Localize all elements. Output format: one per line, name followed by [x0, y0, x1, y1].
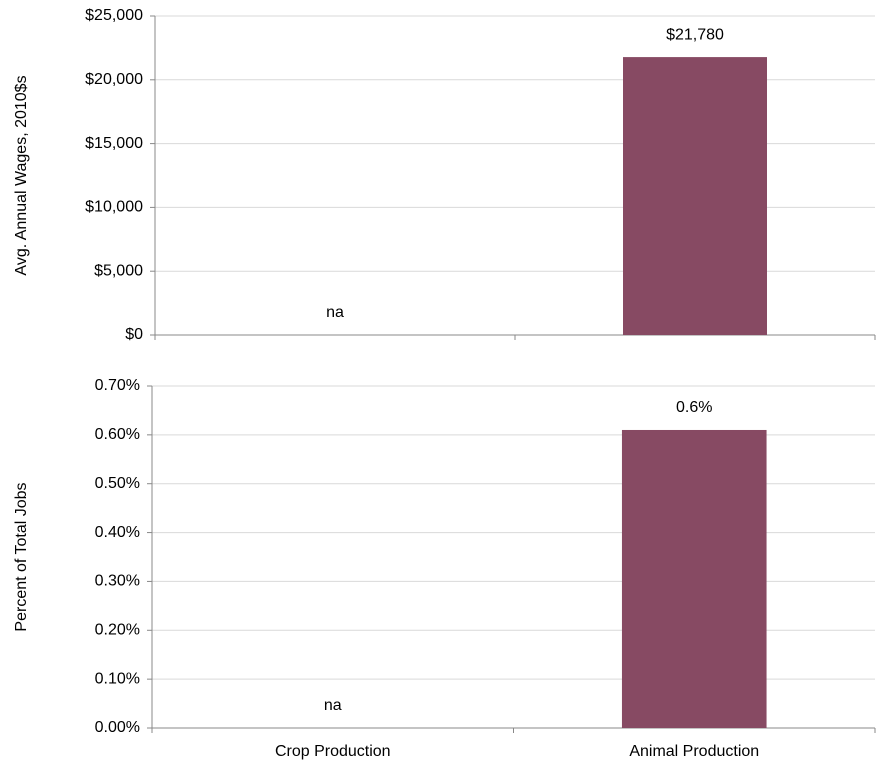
- y-tick-label: 0.20%: [95, 622, 140, 639]
- bar: [621, 429, 767, 728]
- y-tick-label: 0.00%: [95, 719, 140, 736]
- y-tick-label: $5,000: [94, 262, 143, 279]
- value-label: 0.6%: [676, 399, 712, 416]
- y-tick-label: $10,000: [85, 199, 143, 216]
- x-tick-label: Animal Production: [629, 743, 759, 760]
- value-label: na: [326, 304, 344, 321]
- value-label: $21,780: [666, 26, 724, 43]
- x-tick-label: Crop Production: [275, 743, 391, 760]
- y-tick-label: 0.40%: [95, 524, 140, 541]
- value-label: na: [324, 697, 342, 714]
- y-tick-label: $20,000: [85, 71, 143, 88]
- y-tick-label: $25,000: [85, 7, 143, 24]
- y-tick-label: 0.50%: [95, 475, 140, 492]
- y-axis-label: Avg. Annual Wages, 2010$s: [13, 75, 30, 275]
- y-tick-label: $0: [125, 326, 143, 343]
- y-tick-label: $15,000: [85, 135, 143, 152]
- y-tick-label: 0.10%: [95, 670, 140, 687]
- y-tick-label: 0.30%: [95, 573, 140, 590]
- bar: [623, 57, 767, 336]
- y-tick-label: 0.60%: [95, 426, 140, 443]
- y-tick-label: 0.70%: [95, 377, 140, 394]
- y-axis-label: Percent of Total Jobs: [13, 482, 30, 631]
